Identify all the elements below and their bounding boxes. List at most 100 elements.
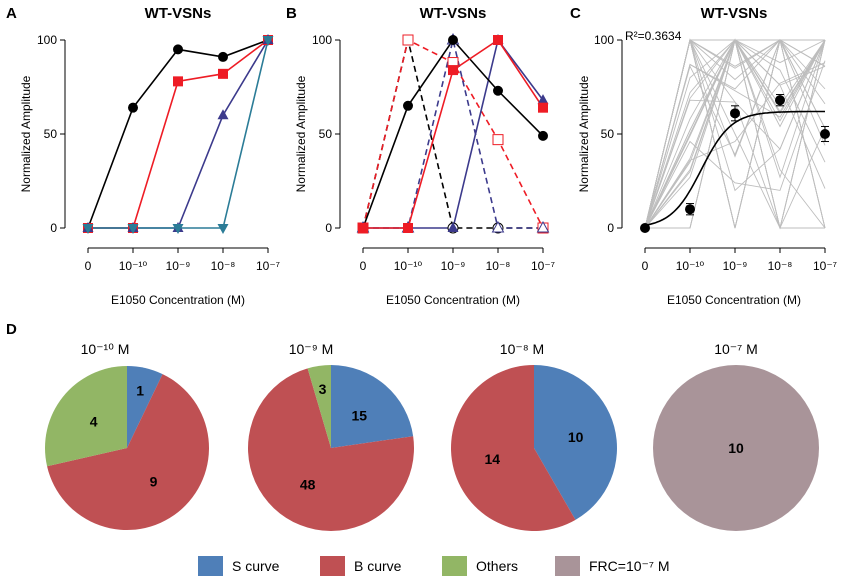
pie-slice: [45, 366, 127, 467]
pie-slice: [307, 365, 331, 448]
y-tick-label: 0: [325, 221, 332, 235]
data-point-marker: [173, 44, 183, 55]
pie-slice-label: 1: [136, 382, 144, 398]
series-line-cell-4: [88, 39, 269, 229]
mean-point: [640, 223, 650, 233]
y-tick-label: 50: [601, 127, 615, 141]
trace-line: [644, 62, 826, 229]
panel-b-series: [356, 32, 550, 234]
data-point-marker: [402, 34, 414, 46]
data-point-marker: [538, 102, 548, 113]
y-tick-label: 100: [594, 33, 614, 47]
y-tick-label: 50: [319, 127, 333, 141]
y-tick-label: 0: [607, 221, 614, 235]
mean-point: [730, 108, 740, 119]
panel-a-xlabel: E1050 Concentration (M): [111, 293, 245, 307]
pie-slice-label: 9: [150, 473, 158, 489]
panel-a-series: [82, 34, 274, 234]
pie-slice-label: 15: [351, 407, 367, 423]
panel-d-slices: 1 9 4 15 48 3 10 14 10: [45, 364, 819, 531]
panel-b-ylabel: Normalized Amplitude: [294, 75, 308, 192]
data-point-marker: [447, 222, 459, 232]
pie-slice: [47, 374, 210, 531]
data-point-marker: [403, 223, 413, 233]
panel-c-r2-annotation: R²=0.3634: [625, 29, 682, 43]
pie-slice-label: 3: [319, 381, 327, 397]
x-tick-label: 10⁻⁹: [723, 259, 748, 273]
y-tick-label: 50: [44, 127, 58, 141]
data-point-marker: [128, 102, 138, 113]
panel-b-line-chart: WT-VSNs Normalized Amplitude E1050 Conce…: [294, 5, 555, 307]
panel-label-a: A: [6, 5, 17, 22]
panel-c-traces: [644, 38, 826, 230]
x-tick-label: 10⁻¹⁰: [119, 259, 148, 273]
panel-a-ylabel: Normalized Amplitude: [19, 75, 33, 192]
x-tick-label: 10⁻⁷: [256, 259, 280, 273]
pie-slice-label: 14: [485, 451, 501, 467]
data-point-marker: [172, 224, 184, 234]
x-tick-label: 10⁻⁹: [441, 259, 466, 273]
data-point-marker: [536, 220, 550, 233]
x-tick-label: 10⁻⁸: [486, 259, 511, 273]
panel-c-ylabel: Normalized Amplitude: [577, 75, 591, 192]
panel-b-xlabel: E1050 Concentration (M): [386, 293, 520, 307]
trace-line: [644, 60, 826, 229]
panel-a-title: WT-VSNs: [145, 5, 212, 22]
panel-c-xlabel: E1050 Concentration (M): [667, 293, 801, 307]
pie-slice: [534, 365, 617, 520]
pie-slice: [653, 365, 819, 531]
pie-slice: [451, 364, 576, 531]
data-point-marker: [262, 36, 274, 46]
series-line-cell-3: [88, 39, 269, 229]
x-tick-label: 0: [642, 259, 649, 273]
panel-b-axes: 0 50 100 0 10⁻¹⁰ 10⁻⁹ 10⁻⁸ 10⁻⁷: [312, 33, 555, 273]
trace-line: [644, 39, 826, 229]
mean-point: [820, 129, 830, 139]
data-point-marker: [127, 224, 139, 234]
data-point-marker: [218, 51, 228, 62]
x-tick-label: 0: [85, 259, 92, 273]
data-point-marker: [173, 76, 183, 87]
panel-a-axes: 0 50 100 0 10⁻¹⁰ 10⁻⁹ 10⁻⁸ 10⁻⁷: [37, 33, 280, 273]
y-tick-label: 100: [37, 33, 57, 47]
data-point-marker: [218, 68, 228, 79]
x-tick-label: 0: [360, 259, 367, 273]
pie-title-1: 10⁻¹⁰ M: [81, 341, 130, 357]
x-tick-label: 10⁻⁹: [166, 259, 191, 273]
data-point-marker: [537, 94, 549, 105]
legend-swatch-s-curve: [198, 556, 223, 576]
legend-label-frc: FRC=10⁻⁷ M: [589, 558, 670, 574]
legend-swatch-frc: [555, 556, 580, 576]
individual-traces: [644, 38, 826, 230]
legend-label-b-curve: B curve: [354, 558, 402, 574]
panel-c-title: WT-VSNs: [701, 5, 768, 22]
y-tick-label: 0: [50, 221, 57, 235]
data-point-marker: [403, 100, 413, 111]
data-point-marker: [358, 223, 368, 233]
pie-slice: [127, 366, 163, 448]
legend-label-others: Others: [476, 558, 518, 574]
x-tick-label: 10⁻⁸: [768, 259, 793, 273]
pie-slice: [331, 365, 414, 448]
x-tick-label: 10⁻⁷: [531, 259, 555, 273]
panel-a-line-chart: WT-VSNs Normalized Amplitude E1050 Conce…: [19, 5, 280, 307]
x-tick-label: 10⁻¹⁰: [676, 259, 705, 273]
pie-slice-label: 48: [300, 476, 316, 492]
data-point-marker: [492, 134, 504, 146]
y-tick-label: 100: [312, 33, 332, 47]
data-point-marker: [217, 109, 229, 120]
panel-label-c: C: [570, 5, 581, 22]
data-point-marker: [448, 35, 458, 45]
panel-c-series: [640, 94, 830, 233]
mean-point: [685, 204, 695, 215]
pie-slice-label: 10: [568, 429, 584, 445]
legend: S curve B curve Others FRC=10⁻⁷ M: [198, 556, 670, 576]
fit-curve: [644, 110, 825, 227]
pie-slice-label: 4: [90, 413, 98, 429]
pie-slice-label: 10: [728, 440, 744, 456]
panel-label-b: B: [286, 5, 297, 22]
legend-label-s-curve: S curve: [232, 558, 280, 574]
pie-title-3: 10⁻⁸ M: [500, 341, 544, 357]
mean-point: [775, 95, 785, 106]
legend-swatch-others: [442, 556, 467, 576]
